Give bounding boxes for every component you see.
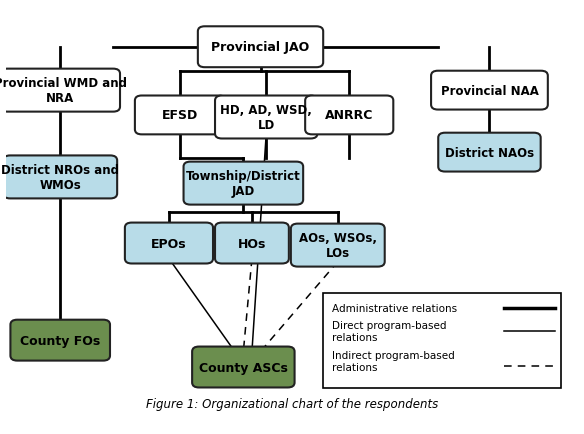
Text: Figure 1: Organizational chart of the respondents: Figure 1: Organizational chart of the re… <box>146 398 438 411</box>
Text: County FOs: County FOs <box>20 334 100 347</box>
FancyBboxPatch shape <box>4 156 117 199</box>
Text: Direct program-based
relations: Direct program-based relations <box>332 320 447 342</box>
FancyBboxPatch shape <box>1 69 120 112</box>
FancyBboxPatch shape <box>198 27 323 68</box>
FancyBboxPatch shape <box>305 96 393 135</box>
FancyBboxPatch shape <box>438 133 541 172</box>
Text: Provincial WMD and
NRA: Provincial WMD and NRA <box>0 77 127 105</box>
FancyBboxPatch shape <box>192 347 294 388</box>
FancyBboxPatch shape <box>125 223 213 264</box>
FancyBboxPatch shape <box>324 293 561 388</box>
Text: AOs, WSOs,
LOs: AOs, WSOs, LOs <box>299 232 377 260</box>
Text: District NAOs: District NAOs <box>445 146 534 159</box>
Text: Indirect program-based
relations: Indirect program-based relations <box>332 350 455 372</box>
FancyBboxPatch shape <box>11 320 110 361</box>
Text: District NROs and
WMOs: District NROs and WMOs <box>1 164 119 191</box>
FancyBboxPatch shape <box>215 223 289 264</box>
FancyBboxPatch shape <box>215 96 318 139</box>
Text: Administrative relations: Administrative relations <box>332 304 457 314</box>
Text: EPOs: EPOs <box>151 237 187 250</box>
Text: HD, AD, WSD,
LD: HD, AD, WSD, LD <box>220 104 312 132</box>
Text: EFSD: EFSD <box>162 109 199 122</box>
Text: Provincial NAA: Provincial NAA <box>440 85 538 97</box>
FancyBboxPatch shape <box>431 72 548 110</box>
FancyBboxPatch shape <box>291 224 385 267</box>
FancyBboxPatch shape <box>135 96 226 135</box>
Text: ANRRC: ANRRC <box>325 109 373 122</box>
Text: Township/District
JAD: Township/District JAD <box>186 170 301 197</box>
Text: County ASCs: County ASCs <box>199 361 288 374</box>
FancyBboxPatch shape <box>183 162 303 205</box>
Text: HOs: HOs <box>238 237 266 250</box>
Text: Provincial JAO: Provincial JAO <box>211 41 310 54</box>
